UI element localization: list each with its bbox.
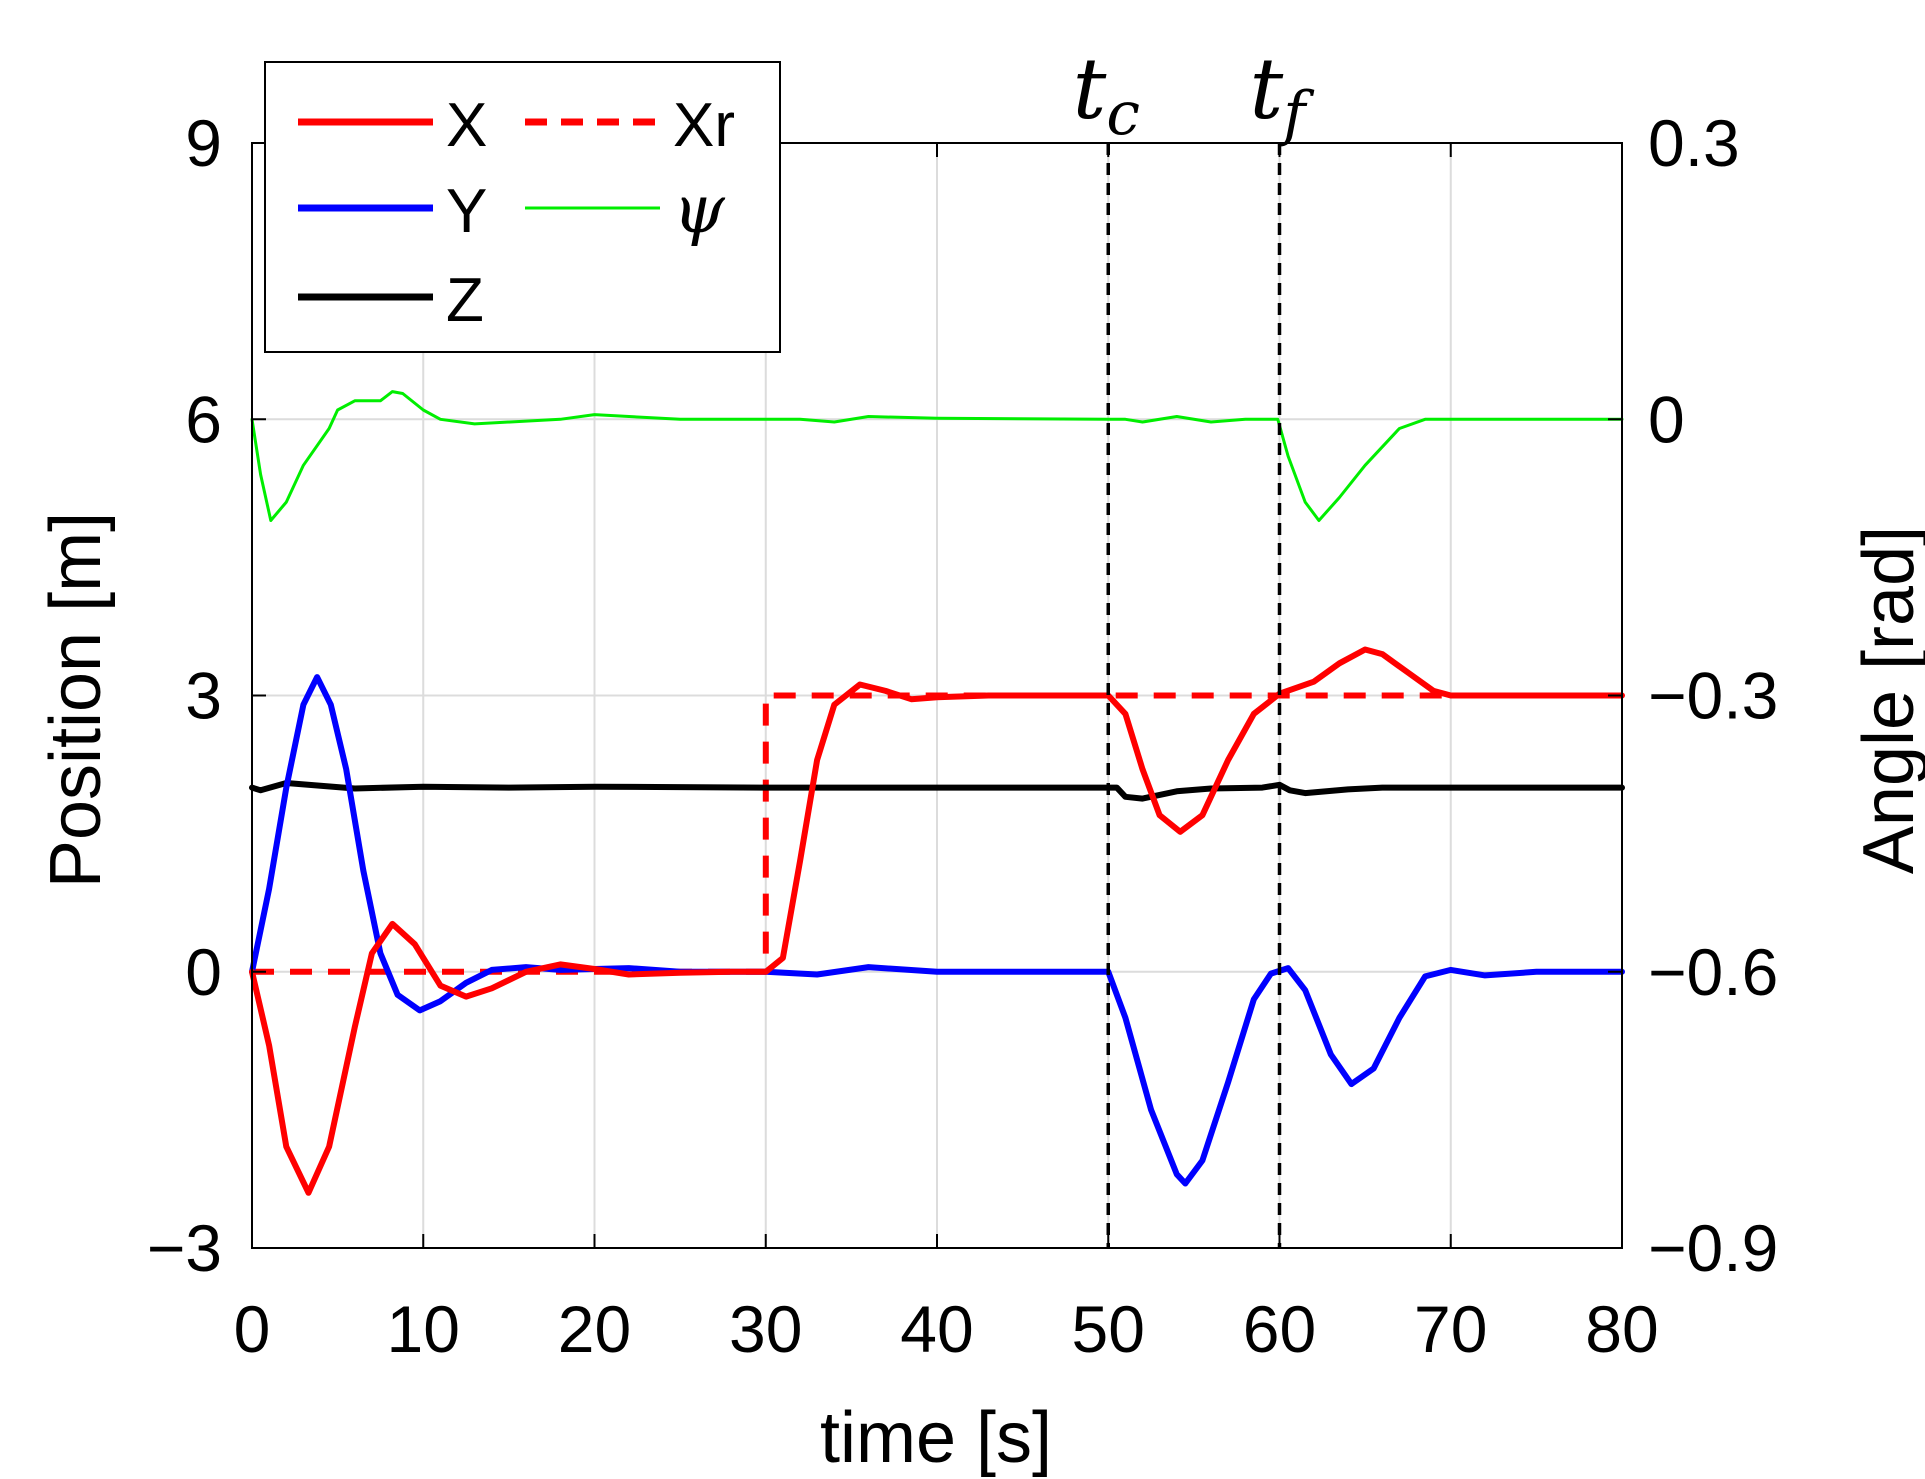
y-left-tick-label: 0 (185, 935, 222, 1009)
y-right-tick-label: −0.3 (1648, 659, 1778, 733)
x-tick-label: 40 (900, 1292, 973, 1366)
y-axis-left-label: Position [m] (36, 512, 116, 888)
plot-series (249, 390, 1625, 1196)
y-right-tick-label: 0 (1648, 382, 1685, 456)
x-tick-label: 80 (1585, 1292, 1658, 1366)
x-tick-label: 70 (1414, 1292, 1487, 1366)
annotation-label-tc: tc (1073, 40, 1140, 149)
legend-label: X (446, 91, 487, 160)
legend: X Xr Y ψ Z (264, 61, 781, 353)
y-right-tick-label: −0.6 (1648, 935, 1778, 1009)
y-left-tick-label: −3 (147, 1211, 222, 1285)
series-line-x (249, 646, 1625, 1196)
annotation-labels: tc tf (1073, 40, 1316, 149)
y-left-tick-label: 6 (185, 382, 222, 456)
legend-label: ψ (673, 171, 726, 248)
legend-label: Xr (673, 91, 735, 160)
x-axis-label: time [s] (820, 1398, 1052, 1478)
x-tick-label: 20 (558, 1292, 631, 1366)
y-axis-right-label: Angle [rad] (1849, 526, 1925, 874)
series-line-y (249, 674, 1625, 1187)
legend-label: Z (446, 266, 484, 335)
x-tick-label: 50 (1072, 1292, 1145, 1366)
y-left-tick-label: 3 (185, 659, 222, 733)
y-right-tick-label: −0.9 (1648, 1211, 1778, 1285)
series-line-psi (250, 390, 1624, 522)
y-right-tick-label: 0.3 (1648, 106, 1740, 180)
x-tick-label: 0 (234, 1292, 271, 1366)
annotation-lines (1106, 143, 1282, 1248)
legend-items: X Xr Y ψ Z (298, 91, 735, 335)
x-tick-label: 60 (1243, 1292, 1316, 1366)
y-axis-right-ticks: −0.9 −0.6 −0.3 0 0.3 (1608, 106, 1778, 1285)
legend-label: Y (446, 177, 487, 246)
y-left-tick-label: 9 (185, 106, 222, 180)
y-axis-left-ticks: −3 0 3 6 9 (147, 106, 266, 1285)
x-axis-ticks: 0 10 20 30 40 50 60 70 80 (234, 143, 1659, 1366)
x-tick-label: 30 (729, 1292, 802, 1366)
series-line-xr (252, 692, 1622, 975)
x-tick-label: 10 (387, 1292, 460, 1366)
